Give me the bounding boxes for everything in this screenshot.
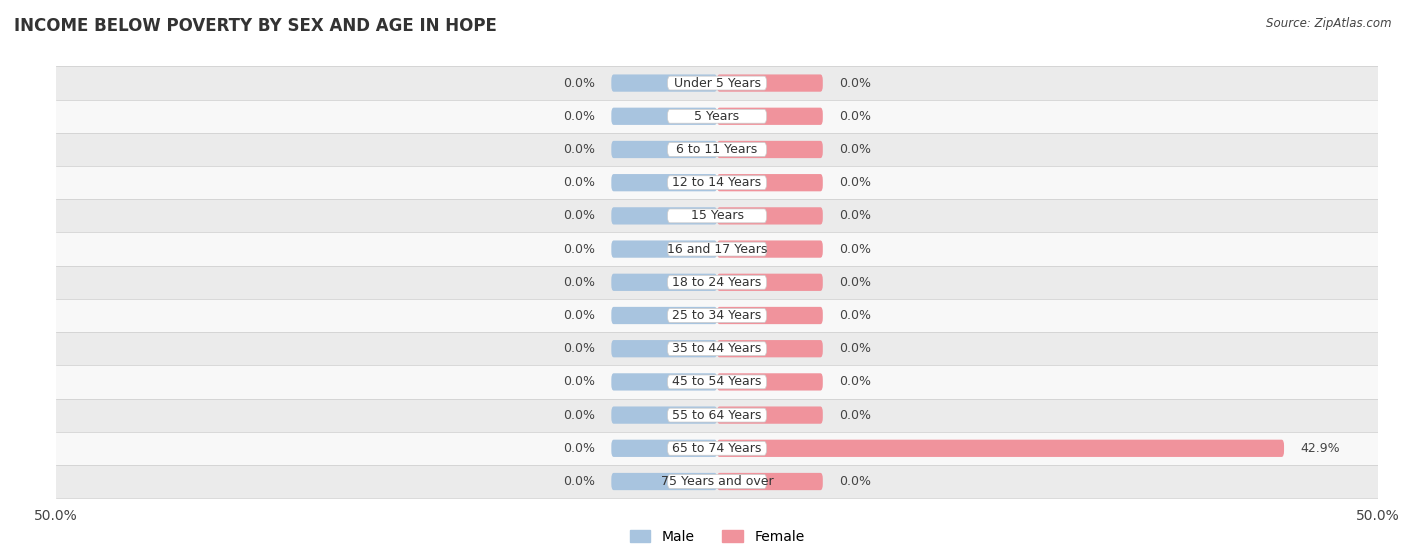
- Text: INCOME BELOW POVERTY BY SEX AND AGE IN HOPE: INCOME BELOW POVERTY BY SEX AND AGE IN H…: [14, 17, 496, 35]
- FancyBboxPatch shape: [717, 108, 823, 125]
- FancyBboxPatch shape: [668, 442, 766, 455]
- FancyBboxPatch shape: [717, 307, 823, 324]
- FancyBboxPatch shape: [612, 74, 717, 92]
- Text: 25 to 34 Years: 25 to 34 Years: [672, 309, 762, 322]
- FancyBboxPatch shape: [668, 309, 766, 323]
- FancyBboxPatch shape: [717, 74, 823, 92]
- Text: 0.0%: 0.0%: [564, 143, 596, 156]
- FancyBboxPatch shape: [56, 100, 1378, 133]
- Text: 0.0%: 0.0%: [564, 77, 596, 89]
- Text: 75 Years and over: 75 Years and over: [661, 475, 773, 488]
- Text: 0.0%: 0.0%: [838, 475, 870, 488]
- FancyBboxPatch shape: [612, 207, 717, 225]
- Text: 0.0%: 0.0%: [564, 376, 596, 389]
- FancyBboxPatch shape: [56, 166, 1378, 200]
- Text: 0.0%: 0.0%: [838, 342, 870, 355]
- Text: 16 and 17 Years: 16 and 17 Years: [666, 243, 768, 255]
- FancyBboxPatch shape: [56, 465, 1378, 498]
- FancyBboxPatch shape: [56, 200, 1378, 233]
- Text: 0.0%: 0.0%: [564, 110, 596, 123]
- FancyBboxPatch shape: [717, 274, 823, 291]
- FancyBboxPatch shape: [56, 432, 1378, 465]
- FancyBboxPatch shape: [612, 373, 717, 391]
- FancyBboxPatch shape: [56, 299, 1378, 332]
- Text: 0.0%: 0.0%: [564, 176, 596, 189]
- FancyBboxPatch shape: [56, 133, 1378, 166]
- FancyBboxPatch shape: [668, 242, 766, 256]
- FancyBboxPatch shape: [717, 240, 823, 258]
- FancyBboxPatch shape: [612, 240, 717, 258]
- FancyBboxPatch shape: [668, 209, 766, 223]
- FancyBboxPatch shape: [612, 174, 717, 191]
- FancyBboxPatch shape: [668, 176, 766, 190]
- FancyBboxPatch shape: [668, 276, 766, 289]
- Text: 0.0%: 0.0%: [838, 176, 870, 189]
- FancyBboxPatch shape: [612, 108, 717, 125]
- FancyBboxPatch shape: [612, 473, 717, 490]
- FancyBboxPatch shape: [56, 332, 1378, 365]
- Text: 0.0%: 0.0%: [838, 376, 870, 389]
- FancyBboxPatch shape: [717, 440, 1284, 457]
- Text: 65 to 74 Years: 65 to 74 Years: [672, 442, 762, 455]
- FancyBboxPatch shape: [56, 67, 1378, 100]
- FancyBboxPatch shape: [668, 375, 766, 389]
- Text: 0.0%: 0.0%: [564, 243, 596, 255]
- Text: Under 5 Years: Under 5 Years: [673, 77, 761, 89]
- Text: 42.9%: 42.9%: [1301, 442, 1340, 455]
- Legend: Male, Female: Male, Female: [624, 524, 810, 549]
- Text: 12 to 14 Years: 12 to 14 Years: [672, 176, 762, 189]
- Text: 35 to 44 Years: 35 to 44 Years: [672, 342, 762, 355]
- Text: Source: ZipAtlas.com: Source: ZipAtlas.com: [1267, 17, 1392, 30]
- Text: 0.0%: 0.0%: [564, 210, 596, 222]
- Text: 0.0%: 0.0%: [838, 143, 870, 156]
- FancyBboxPatch shape: [56, 365, 1378, 399]
- Text: 0.0%: 0.0%: [564, 475, 596, 488]
- Text: 55 to 64 Years: 55 to 64 Years: [672, 409, 762, 421]
- FancyBboxPatch shape: [612, 340, 717, 357]
- FancyBboxPatch shape: [56, 233, 1378, 266]
- FancyBboxPatch shape: [717, 340, 823, 357]
- FancyBboxPatch shape: [668, 475, 766, 489]
- FancyBboxPatch shape: [668, 76, 766, 90]
- FancyBboxPatch shape: [612, 274, 717, 291]
- FancyBboxPatch shape: [612, 307, 717, 324]
- FancyBboxPatch shape: [717, 207, 823, 225]
- FancyBboxPatch shape: [56, 266, 1378, 299]
- Text: 0.0%: 0.0%: [838, 276, 870, 289]
- FancyBboxPatch shape: [717, 473, 823, 490]
- Text: 0.0%: 0.0%: [564, 276, 596, 289]
- Text: 0.0%: 0.0%: [564, 342, 596, 355]
- Text: 6 to 11 Years: 6 to 11 Years: [676, 143, 758, 156]
- FancyBboxPatch shape: [612, 141, 717, 158]
- FancyBboxPatch shape: [668, 110, 766, 123]
- Text: 0.0%: 0.0%: [838, 210, 870, 222]
- Text: 0.0%: 0.0%: [838, 110, 870, 123]
- FancyBboxPatch shape: [668, 408, 766, 422]
- FancyBboxPatch shape: [612, 406, 717, 424]
- Text: 5 Years: 5 Years: [695, 110, 740, 123]
- FancyBboxPatch shape: [717, 406, 823, 424]
- FancyBboxPatch shape: [668, 143, 766, 157]
- FancyBboxPatch shape: [717, 141, 823, 158]
- FancyBboxPatch shape: [717, 373, 823, 391]
- Text: 0.0%: 0.0%: [564, 309, 596, 322]
- Text: 0.0%: 0.0%: [564, 442, 596, 455]
- Text: 0.0%: 0.0%: [838, 309, 870, 322]
- FancyBboxPatch shape: [612, 440, 717, 457]
- Text: 0.0%: 0.0%: [838, 409, 870, 421]
- FancyBboxPatch shape: [717, 174, 823, 191]
- FancyBboxPatch shape: [56, 399, 1378, 432]
- Text: 15 Years: 15 Years: [690, 210, 744, 222]
- Text: 45 to 54 Years: 45 to 54 Years: [672, 376, 762, 389]
- FancyBboxPatch shape: [668, 342, 766, 356]
- Text: 0.0%: 0.0%: [838, 243, 870, 255]
- Text: 0.0%: 0.0%: [564, 409, 596, 421]
- Text: 18 to 24 Years: 18 to 24 Years: [672, 276, 762, 289]
- Text: 0.0%: 0.0%: [838, 77, 870, 89]
